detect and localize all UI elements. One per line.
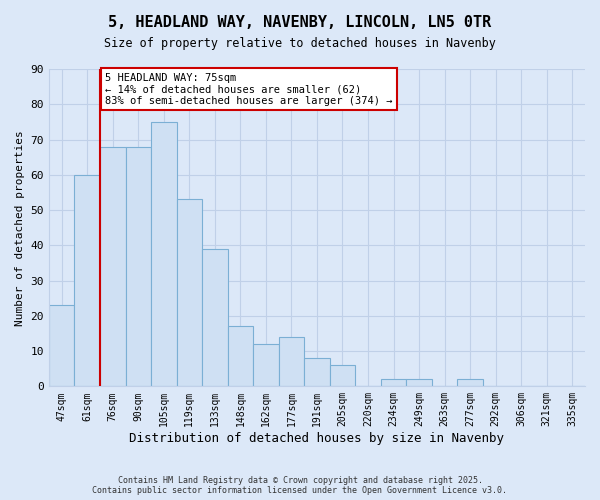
Bar [381, 380, 406, 386]
Text: 5 HEADLAND WAY: 75sqm
← 14% of detached houses are smaller (62)
83% of semi-deta: 5 HEADLAND WAY: 75sqm ← 14% of detached … [105, 72, 392, 106]
Bar [227, 326, 253, 386]
Text: Size of property relative to detached houses in Navenby: Size of property relative to detached ho… [104, 38, 496, 51]
X-axis label: Distribution of detached houses by size in Navenby: Distribution of detached houses by size … [130, 432, 505, 445]
Bar [253, 344, 278, 387]
Bar [151, 122, 176, 386]
Bar [100, 146, 125, 386]
Bar [176, 200, 202, 386]
Bar [278, 337, 304, 386]
Bar [202, 249, 227, 386]
Bar [49, 305, 74, 386]
Bar [406, 380, 432, 386]
Bar [304, 358, 330, 386]
Bar [457, 380, 483, 386]
Bar [74, 175, 100, 386]
Text: 5, HEADLAND WAY, NAVENBY, LINCOLN, LN5 0TR: 5, HEADLAND WAY, NAVENBY, LINCOLN, LN5 0… [109, 15, 491, 30]
Text: Contains HM Land Registry data © Crown copyright and database right 2025.
Contai: Contains HM Land Registry data © Crown c… [92, 476, 508, 495]
Bar [330, 365, 355, 386]
Y-axis label: Number of detached properties: Number of detached properties [15, 130, 25, 326]
Bar [125, 146, 151, 386]
